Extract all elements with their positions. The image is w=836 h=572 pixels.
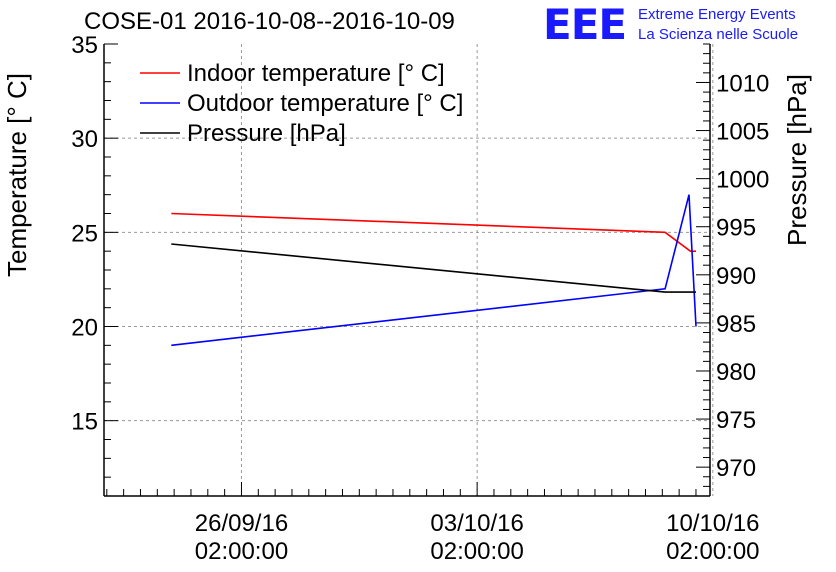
y-right-tick-label: 1000 bbox=[716, 167, 769, 194]
y-tick-label: 25 bbox=[71, 220, 98, 247]
x-tick-label-time: 02:00:00 bbox=[195, 538, 288, 565]
logo-mark: EEE bbox=[543, 0, 627, 49]
logo-line2: La Scienza nelle Scuole bbox=[638, 26, 799, 43]
logo-line1: Extreme Energy Events bbox=[638, 6, 796, 23]
x-tick-label-time: 02:00:00 bbox=[430, 538, 523, 565]
y-right-axis-label: Pressure [hPa] bbox=[782, 74, 812, 246]
legend: Indoor temperature [° C] Outdoor temperat… bbox=[140, 60, 463, 147]
x-tick-label-date: 03/10/16 bbox=[430, 510, 523, 537]
x-tick-label-time: 02:00:00 bbox=[666, 538, 759, 565]
axis-labels: Temperature [° C] Pressure [hPa] bbox=[2, 73, 812, 277]
y-right-tick-label: 995 bbox=[716, 215, 756, 242]
series-lines bbox=[171, 194, 697, 347]
y-tick-label: 35 bbox=[71, 32, 98, 59]
x-tick-label-date: 10/10/16 bbox=[666, 510, 759, 537]
y-tick-label: 30 bbox=[71, 126, 98, 153]
y-right-tick-label: 985 bbox=[716, 311, 756, 338]
y-right-tick-label: 1005 bbox=[716, 119, 769, 146]
x-tick-label-date: 26/09/16 bbox=[195, 510, 288, 537]
y-right-tick-label: 975 bbox=[716, 407, 756, 434]
y-axis-label: Temperature [° C] bbox=[2, 73, 32, 277]
y-right-tick-label: 990 bbox=[716, 263, 756, 290]
eee-logo: EEE Extreme Energy Events La Scienza nel… bbox=[543, 0, 833, 49]
legend-label: Outdoor temperature [° C] bbox=[187, 90, 463, 117]
series-line-pressure bbox=[171, 243, 696, 293]
y-tick-label: 15 bbox=[71, 409, 98, 436]
y-right-tick-label: 970 bbox=[716, 455, 756, 482]
axis-ticks: 15 20 25 30 35 970 975 980 985 990 995 1000 1005 1010… bbox=[71, 32, 769, 565]
y-right-tick-label: 1010 bbox=[716, 70, 769, 97]
series-line-outdoor bbox=[171, 194, 697, 347]
chart-title: COSE-01 2016-10-08--2016-10-09 bbox=[84, 8, 455, 35]
grid-lines bbox=[104, 44, 714, 496]
legend-label: Pressure [hPa] bbox=[187, 120, 346, 147]
y-tick-label: 20 bbox=[71, 315, 98, 342]
y-right-tick-label: 980 bbox=[716, 359, 756, 386]
legend-label: Indoor temperature [° C] bbox=[187, 60, 445, 87]
